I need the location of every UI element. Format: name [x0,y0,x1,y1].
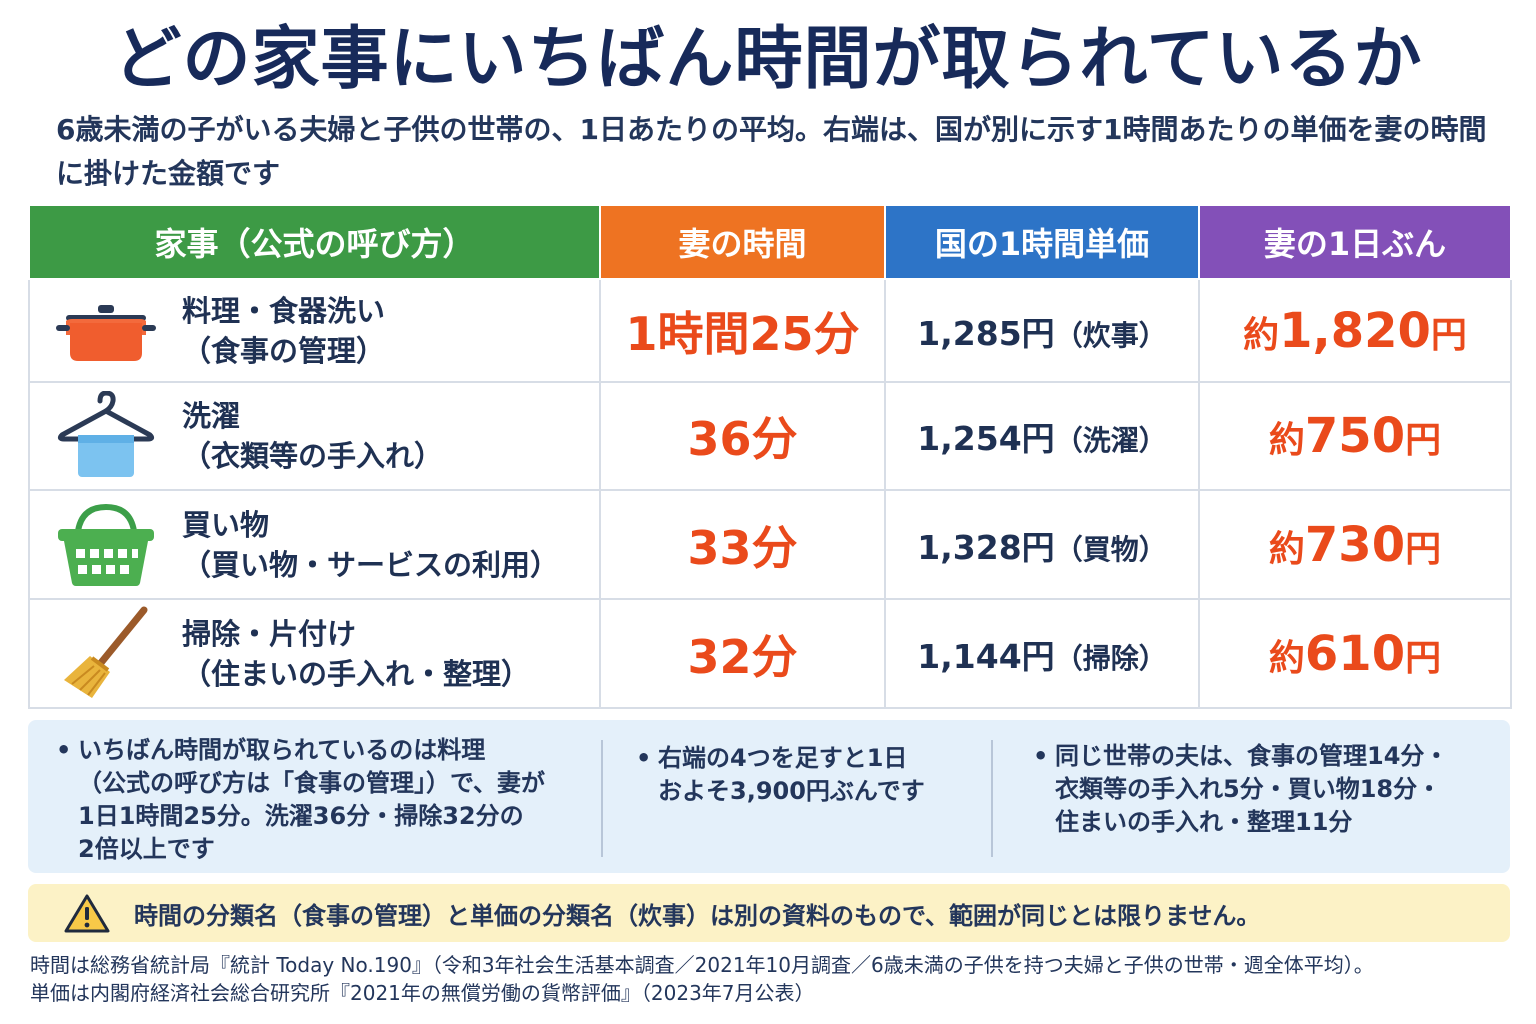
rate-value: 1,144円 [917,636,1055,676]
wife-time-cell: 32分 [599,598,886,709]
task-official-name: （衣類等の手入れ） [182,439,444,473]
rate-value: 1,254円 [917,419,1055,458]
amount-suffix: 円 [1430,314,1467,356]
housework-table: 家事（公式の呼び方） 妻の時間 国の1時間単価 妻の1日ぶん [28,204,1512,709]
wife-time-cell: 33分 [599,489,886,600]
header-wife-time: 妻の時間 [599,204,886,280]
warning-banner: 時間の分類名（食事の管理）と単価の分類名（炊事）は別の資料のもので、範囲が同じと… [28,884,1510,942]
source-line: 単価は内閣府経済社会総合研究所『2021年の無償労働の貨幣評価』（2023年7月… [30,981,815,1005]
wife-time-cell: 1時間25分 [599,278,886,383]
task-official-name: （買い物・サービスの利用） [182,547,560,582]
note-line: 1日1時間25分。洗濯36分・掃除32分の [78,802,524,830]
task-cell: 買い物 （買い物・サービスの利用） [28,489,601,600]
task-name: 料理・食器洗い [182,293,386,328]
amount-prefix: 約 [1243,314,1280,356]
source-note: 時間は総務省統計局『統計 Today No.190』（令和3年社会生活基本調査／… [30,951,1510,1007]
task-official-name: （食事の管理） [182,333,386,368]
cooking-pot-icon [56,290,156,372]
task-official-name: （住まいの手入れ・整理） [182,656,531,691]
amount-suffix: 円 [1405,420,1442,461]
note-line: 2倍以上です [78,835,215,863]
task-cell: 洗濯 （衣類等の手入れ） [28,381,601,491]
table-row: 洗濯 （衣類等の手入れ） 36分 1,254円（洗濯） 約750円 [28,381,1512,491]
rate-category: （掃除） [1054,641,1167,675]
amount-value: 730 [1304,516,1406,573]
rate-value: 1,285円 [917,313,1055,353]
hourly-rate-cell: 1,328円（買物） [884,489,1200,600]
warning-text: 時間の分類名（食事の管理）と単価の分類名（炊事）は別の資料のもので、範囲が同じと… [134,901,1261,930]
task-name: 掃除・片付け [182,616,357,651]
amount-prefix: 約 [1268,420,1305,461]
amount-value: 610 [1304,625,1406,682]
note-line: 住まいの手入れ・整理11分 [1055,808,1353,836]
amount-value: 750 [1304,408,1406,464]
clothes-hanger-icon [56,391,156,477]
bullet: • [56,736,72,764]
amount-suffix: 円 [1405,637,1442,679]
note-item: • いちばん時間が取られているのは料理 （公式の呼び方は「食事の管理」）で、妻が… [56,734,598,866]
note-item: • 同じ世帯の夫は、食事の管理14分・ 衣類等の手入れ5分・買い物18分・ 住ま… [1033,740,1495,839]
broom-icon [56,606,156,698]
daily-amount-cell: 約610円 [1198,598,1512,709]
divider [601,740,603,857]
header-housework: 家事（公式の呼び方） [28,204,601,280]
task-cell: 料理・食器洗い （食事の管理） [28,278,601,383]
subtitle: 6歳未満の子がいる夫婦と子供の世帯の、1日あたりの平均。右端は、国が別に示す1時… [56,113,1487,190]
header-daily-amount: 妻の1日ぶん [1198,204,1512,280]
note-line: およそ3,900円ぶんです [658,777,925,805]
header-hourly-rate: 国の1時間単価 [884,204,1200,280]
rate-category: （炊事） [1054,318,1167,352]
table-row: 料理・食器洗い （食事の管理） 1時間25分 1,285円（炊事） 約1,820… [28,278,1512,383]
daily-amount-cell: 約1,820円 [1198,278,1512,383]
amount-value: 1,820 [1279,302,1431,359]
note-line: （公式の呼び方は「食事の管理」）で、妻が [78,769,546,797]
wife-time-cell: 36分 [599,381,886,491]
task-name: 買い物 [182,507,270,542]
rate-category: （洗濯） [1054,424,1167,457]
hourly-rate-cell: 1,144円（掃除） [884,598,1200,709]
source-line: 時間は総務省統計局『統計 Today No.190』（令和3年社会生活基本調査／… [30,953,1374,977]
hourly-rate-cell: 1,285円（炊事） [884,278,1200,383]
table-row: 掃除・片付け （住まいの手入れ・整理） 32分 1,144円（掃除） 約610円 [28,598,1512,709]
note-line: 衣類等の手入れ5分・買い物18分・ [1055,775,1442,803]
daily-amount-cell: 約730円 [1198,489,1512,600]
bullet: • [1033,742,1049,770]
table-row: 買い物 （買い物・サービスの利用） 33分 1,328円（買物） 約730円 [28,489,1512,600]
rate-category: （買物） [1054,532,1167,566]
table-header-row: 家事（公式の呼び方） 妻の時間 国の1時間単価 妻の1日ぶん [28,204,1512,280]
note-item: • 右端の4つを足すと1日 およそ3,900円ぶんです [636,742,998,808]
amount-prefix: 約 [1268,528,1305,570]
page-title: どの家事にいちばん時間が取られているか [113,20,1423,99]
amount-suffix: 円 [1405,528,1442,570]
daily-amount-cell: 約750円 [1198,381,1512,491]
rate-value: 1,328円 [917,527,1055,567]
task-cell: 掃除・片付け （住まいの手入れ・整理） [28,598,601,709]
amount-prefix: 約 [1268,637,1305,679]
note-line: 右端の4つを足すと1日 [658,744,908,772]
note-line: 同じ世帯の夫は、食事の管理14分・ [1055,742,1449,770]
shopping-basket-icon [56,503,156,586]
note-line: いちばん時間が取られているのは料理 [78,736,486,764]
notes-panel: • いちばん時間が取られているのは料理 （公式の呼び方は「食事の管理」）で、妻が… [28,720,1510,873]
divider [991,740,993,857]
task-name: 洗濯 [182,399,241,433]
hourly-rate-cell: 1,254円（洗濯） [884,381,1200,491]
warning-icon [64,893,110,933]
bullet: • [636,744,652,772]
